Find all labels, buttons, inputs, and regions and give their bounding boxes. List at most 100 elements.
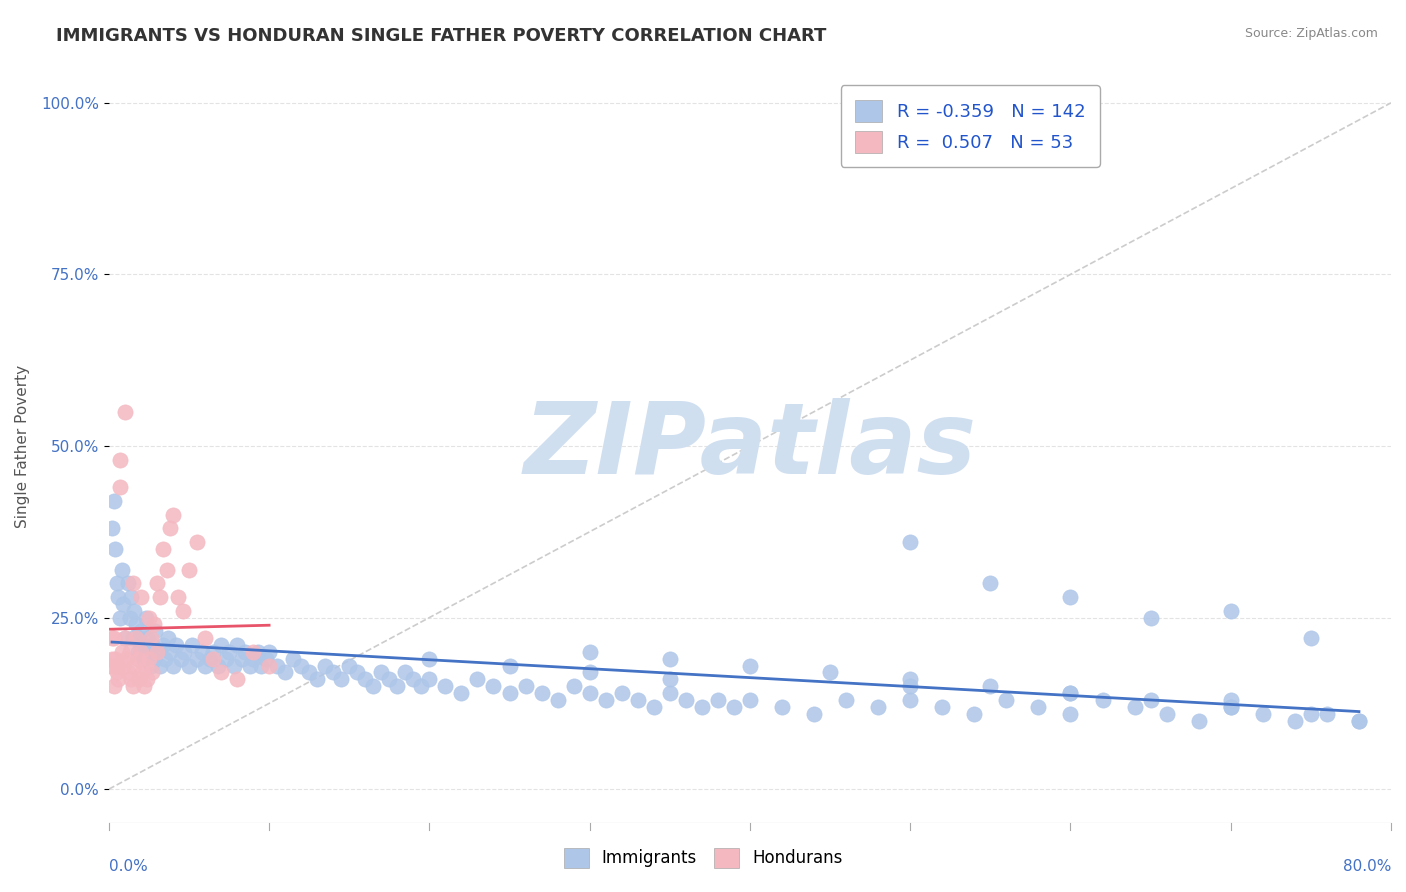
- Point: [108, 480, 131, 494]
- Point: [143, 624, 166, 639]
- Point: [658, 652, 681, 666]
- Point: [482, 679, 505, 693]
- Point: [1284, 714, 1306, 728]
- Point: [578, 665, 600, 680]
- Point: [131, 638, 153, 652]
- Point: [129, 645, 152, 659]
- Point: [643, 699, 665, 714]
- Point: [114, 631, 136, 645]
- Point: [129, 590, 152, 604]
- Point: [186, 535, 208, 549]
- Point: [107, 590, 129, 604]
- Point: [530, 686, 553, 700]
- Point: [108, 610, 131, 624]
- Point: [578, 645, 600, 659]
- Point: [562, 679, 585, 693]
- Point: [104, 652, 127, 666]
- Point: [124, 658, 146, 673]
- Point: [177, 562, 200, 576]
- Point: [146, 645, 169, 659]
- Point: [361, 679, 384, 693]
- Point: [103, 631, 125, 645]
- Point: [124, 604, 146, 618]
- Point: [177, 658, 200, 673]
- Point: [723, 699, 745, 714]
- Point: [770, 699, 793, 714]
- Point: [114, 405, 136, 419]
- Point: [1156, 706, 1178, 721]
- Point: [209, 665, 232, 680]
- Point: [120, 590, 142, 604]
- Point: [1123, 699, 1146, 714]
- Point: [165, 638, 187, 652]
- Text: 80.0%: 80.0%: [1343, 859, 1391, 874]
- Point: [658, 686, 681, 700]
- Point: [1316, 706, 1339, 721]
- Point: [233, 645, 256, 659]
- Point: [152, 541, 174, 556]
- Point: [868, 699, 890, 714]
- Point: [411, 679, 433, 693]
- Point: [209, 638, 232, 652]
- Point: [202, 645, 225, 659]
- Point: [118, 645, 141, 659]
- Point: [146, 645, 169, 659]
- Point: [246, 645, 269, 659]
- Point: [738, 693, 761, 707]
- Point: [132, 652, 155, 666]
- Point: [370, 665, 392, 680]
- Point: [136, 673, 159, 687]
- Point: [898, 679, 921, 693]
- Point: [707, 693, 730, 707]
- Point: [898, 693, 921, 707]
- Point: [690, 699, 713, 714]
- Point: [129, 624, 152, 639]
- Point: [1348, 714, 1371, 728]
- Point: [131, 665, 153, 680]
- Point: [157, 631, 180, 645]
- Point: [159, 645, 181, 659]
- Point: [117, 665, 139, 680]
- Point: [215, 652, 238, 666]
- Point: [138, 645, 160, 659]
- Point: [104, 541, 127, 556]
- Point: [141, 665, 163, 680]
- Point: [115, 652, 138, 666]
- Point: [135, 658, 157, 673]
- Point: [108, 452, 131, 467]
- Point: [101, 521, 124, 535]
- Point: [547, 693, 569, 707]
- Point: [418, 652, 440, 666]
- Point: [103, 679, 125, 693]
- Point: [963, 706, 986, 721]
- Point: [125, 631, 148, 645]
- Point: [170, 652, 193, 666]
- Point: [118, 610, 141, 624]
- Point: [257, 645, 280, 659]
- Point: [1219, 699, 1241, 714]
- Legend: R = -0.359   N = 142, R =  0.507   N = 53: R = -0.359 N = 142, R = 0.507 N = 53: [841, 85, 1099, 167]
- Point: [931, 699, 953, 714]
- Point: [658, 673, 681, 687]
- Point: [105, 658, 128, 673]
- Point: [281, 652, 304, 666]
- Text: 0.0%: 0.0%: [108, 859, 148, 874]
- Point: [387, 679, 409, 693]
- Point: [1139, 693, 1161, 707]
- Point: [141, 638, 163, 652]
- Point: [122, 679, 145, 693]
- Point: [738, 658, 761, 673]
- Text: IMMIGRANTS VS HONDURAN SINGLE FATHER POVERTY CORRELATION CHART: IMMIGRANTS VS HONDURAN SINGLE FATHER POV…: [56, 27, 827, 45]
- Point: [995, 693, 1018, 707]
- Point: [186, 652, 208, 666]
- Point: [250, 658, 273, 673]
- Point: [135, 610, 157, 624]
- Point: [142, 617, 165, 632]
- Text: Source: ZipAtlas.com: Source: ZipAtlas.com: [1244, 27, 1378, 40]
- Point: [1251, 706, 1274, 721]
- Point: [122, 631, 145, 645]
- Point: [1059, 590, 1081, 604]
- Point: [226, 638, 249, 652]
- Point: [242, 645, 264, 659]
- Point: [467, 673, 489, 687]
